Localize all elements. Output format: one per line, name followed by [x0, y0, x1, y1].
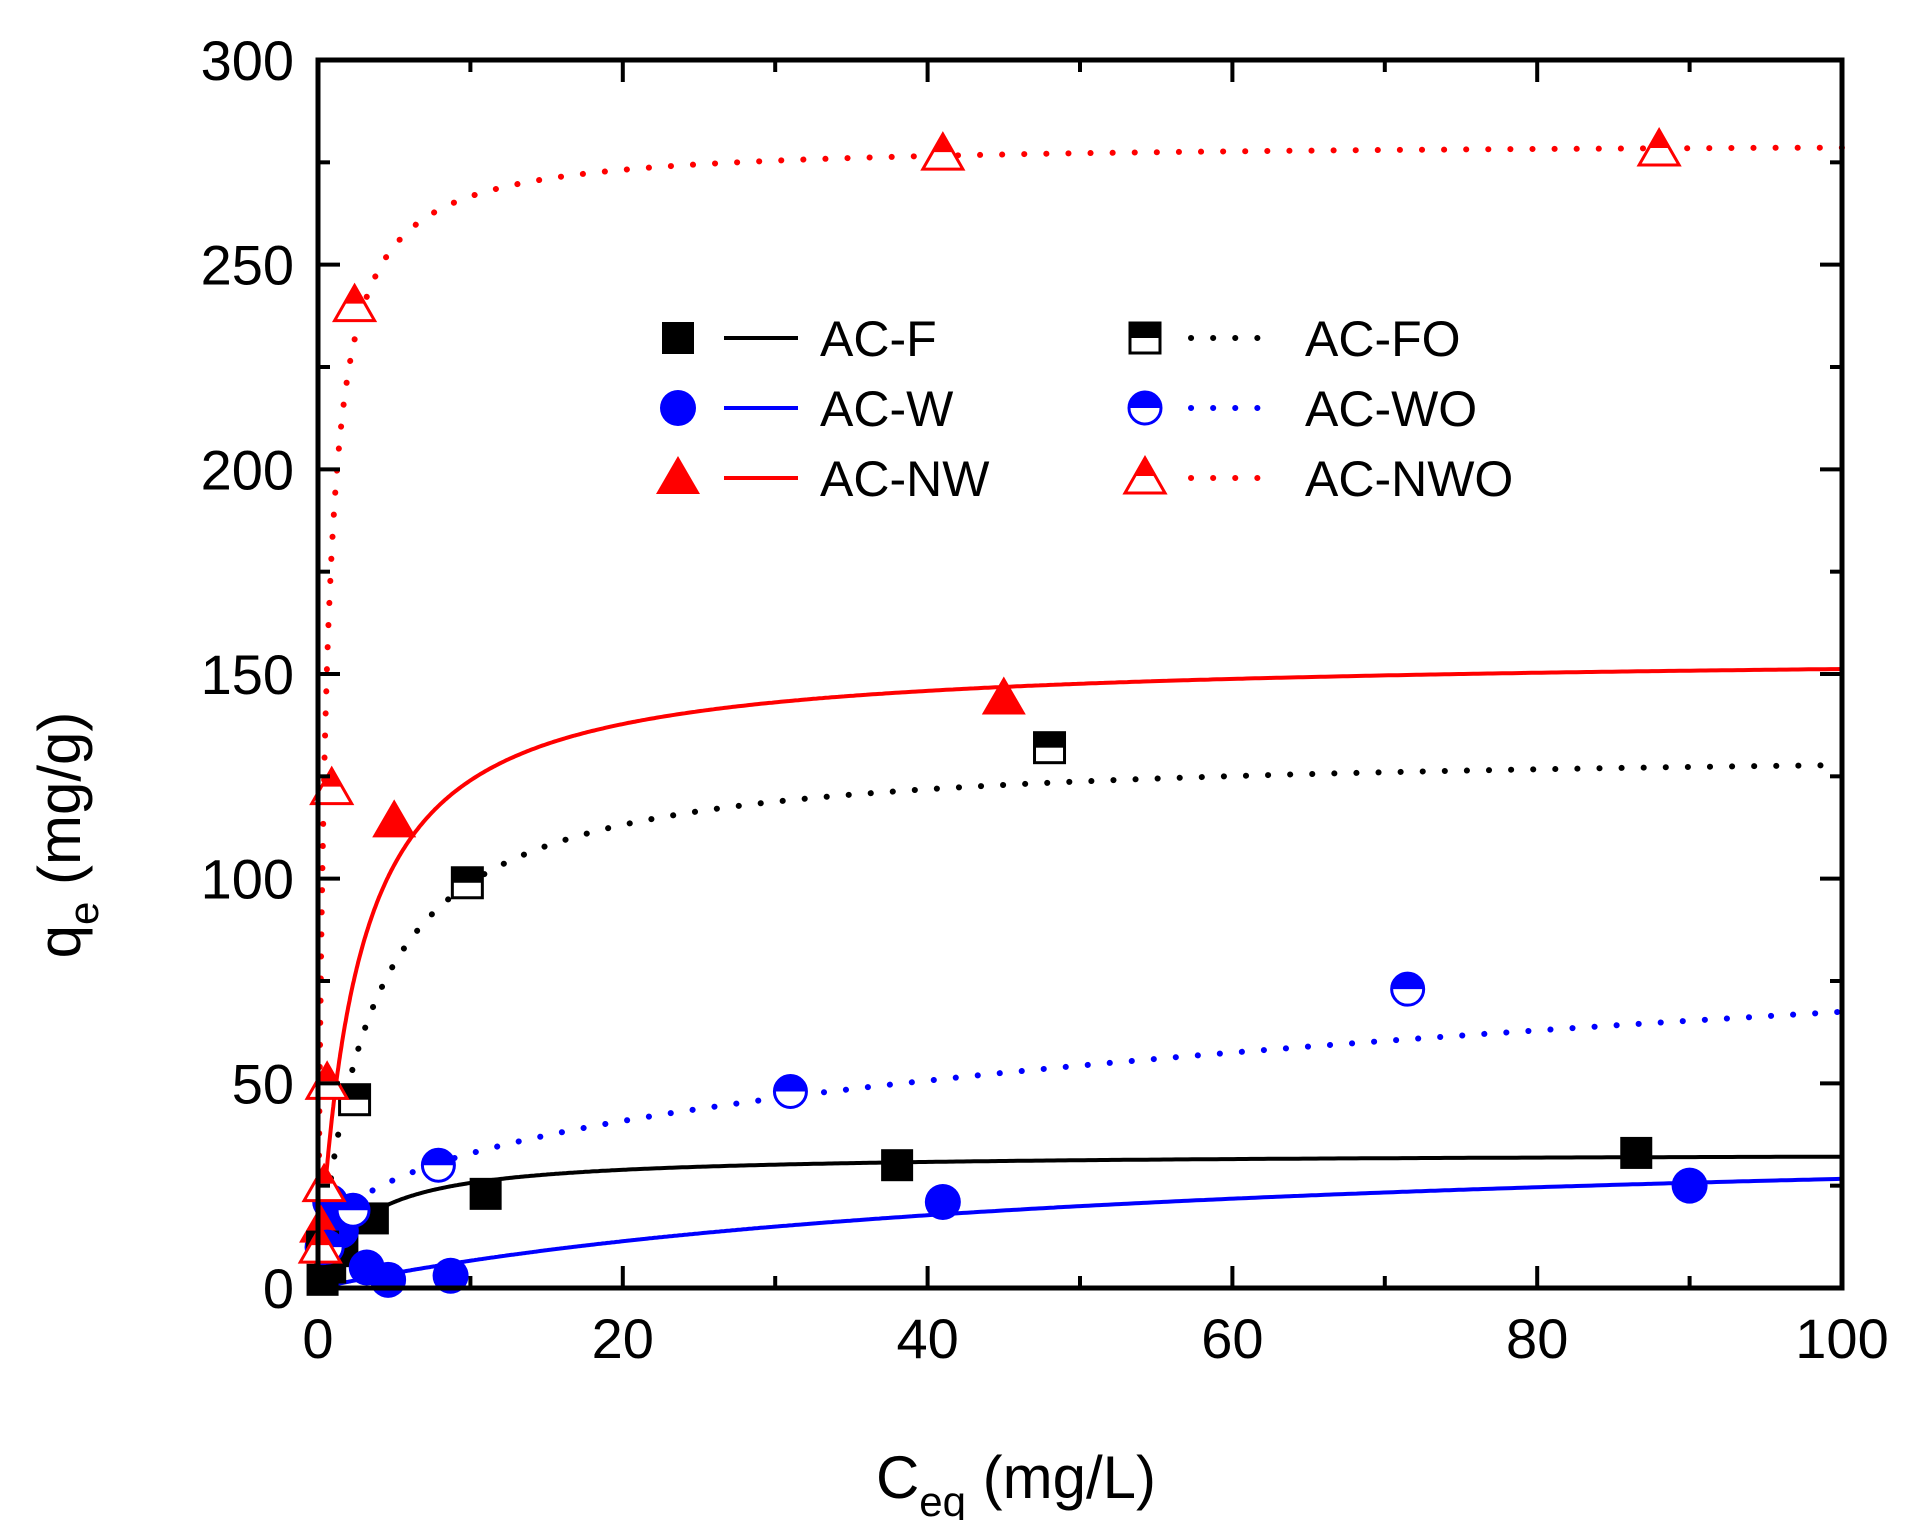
y-tick-label: 150: [201, 643, 294, 706]
marker-fill: [1129, 392, 1161, 408]
data-point-ac-wo: [772, 1074, 808, 1110]
y-axis-title-main: q: [26, 925, 93, 958]
data-point-ac-wo: [1390, 971, 1426, 1007]
marker-fill: [452, 867, 483, 883]
data-point-ac-nwo: [920, 131, 966, 171]
marker-fill: [1135, 458, 1155, 476]
y-tick-label: 250: [201, 234, 294, 297]
marker-fill: [422, 1149, 455, 1166]
axis-ticks: [316, 58, 1844, 1290]
data-point-ac-nwo: [1636, 127, 1682, 167]
y-tick-label: 100: [201, 848, 294, 911]
legend-label: AC-W: [820, 381, 954, 437]
legend-symbol-ac-nwo: [1122, 454, 1168, 495]
data-point-ac-w: [370, 1261, 407, 1298]
x-tick-label: 100: [1795, 1307, 1888, 1370]
marker-fill: [774, 1075, 807, 1092]
legend-label: AC-NW: [820, 451, 990, 507]
legend-label: AC-WO: [1305, 381, 1477, 437]
data-point-ac-wo: [420, 1147, 456, 1183]
y-axis-title: qe (mg/g): [26, 712, 107, 959]
fit-curves: [315, 144, 1845, 1291]
data-point-ac-nw: [981, 676, 1026, 715]
marker-fill: [1391, 973, 1424, 990]
data-point-ac-w: [1671, 1167, 1708, 1204]
x-tick-label: 80: [1506, 1307, 1568, 1370]
legend-symbol-ac-w: [660, 390, 696, 426]
marker-fill: [317, 1063, 338, 1082]
data-point-ac-nw: [372, 799, 417, 838]
y-tick-label: 50: [232, 1052, 294, 1115]
legend-label: AC-FO: [1305, 311, 1461, 367]
data-point-ac-wo: [335, 1192, 371, 1228]
legend-label: AC-F: [820, 311, 937, 367]
x-axis-title-unit: (mg/L): [966, 1444, 1156, 1511]
marker-fill: [344, 285, 365, 304]
data-points: [297, 127, 1708, 1298]
marker-fill: [1649, 130, 1670, 149]
x-axis-title-sub: eq: [919, 1478, 966, 1520]
fit-curve-ac-fo: [315, 762, 1845, 1291]
data-point-ac-nwo: [301, 1162, 347, 1203]
data-point-ac-fo: [450, 866, 484, 900]
marker-fill: [337, 1194, 370, 1211]
legend-label: AC-NWO: [1305, 451, 1513, 507]
x-tick-label: 40: [896, 1307, 958, 1370]
data-point-ac-fo: [1033, 731, 1067, 765]
y-axis-title-unit: (mg/g): [26, 712, 93, 902]
data-point-ac-f: [469, 1177, 502, 1210]
x-tick-labels: 0 20 40 60 80 100: [302, 1307, 1888, 1370]
x-tick-label: 0: [302, 1307, 333, 1370]
data-point-ac-f: [881, 1149, 914, 1182]
legend: AC-F AC-W AC-NW AC-FO AC-WO AC-NWO: [656, 311, 1513, 507]
data-point-ac-nwo: [304, 1060, 350, 1100]
fit-curve-ac-w: [316, 1176, 1843, 1290]
marker-fill: [1034, 732, 1065, 748]
y-tick-label: 300: [201, 29, 294, 92]
data-point-ac-w: [432, 1257, 469, 1294]
data-point-ac-f: [1620, 1136, 1653, 1169]
plot-frame: [315, 57, 1845, 1291]
fit-curve-ac-nwo: [315, 144, 1845, 1291]
marker-fill: [321, 768, 342, 787]
fit-curve-ac-f: [316, 1154, 1842, 1290]
data-point-ac-w: [924, 1184, 961, 1221]
x-tick-label: 60: [1201, 1307, 1263, 1370]
legend-symbol-ac-f: [662, 322, 694, 354]
fit-curve-ac-nw: [316, 667, 1843, 1288]
x-axis-title-main: C: [876, 1444, 919, 1511]
data-point-ac-nwo: [309, 765, 355, 806]
y-tick-labels: 0 50 100 150 200 250 300: [201, 29, 294, 1320]
x-axis-title: Ceq (mg/L): [876, 1444, 1156, 1520]
x-tick-label: 20: [592, 1307, 654, 1370]
marker-fill: [1130, 323, 1160, 338]
legend-symbol-ac-fo: [1128, 321, 1162, 355]
data-point-ac-nwo: [331, 282, 378, 323]
marker-fill: [932, 134, 953, 153]
legend-symbol-ac-nw: [656, 456, 700, 494]
y-axis-title-sub: e: [60, 902, 107, 925]
fit-curve-ac-wo: [322, 1008, 1845, 1239]
y-tick-label: 200: [201, 438, 294, 501]
y-tick-label: 0: [263, 1257, 294, 1320]
legend-symbol-ac-wo: [1127, 390, 1163, 426]
